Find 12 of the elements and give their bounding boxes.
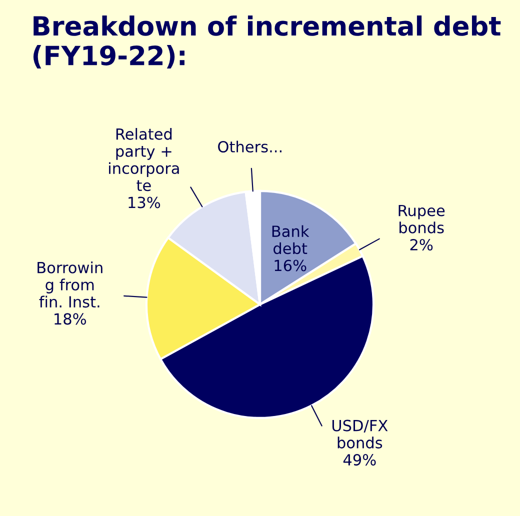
- slice-label: USD/FX bonds: [332, 420, 388, 448]
- slice-label: Bank debt: [272, 225, 310, 254]
- slice-label: Related party + incorpora te: [109, 128, 179, 192]
- data-label: 18%: [54, 313, 86, 325]
- data-label: 2%: [410, 238, 433, 251]
- data-label: 16%: [274, 260, 306, 272]
- slice-label: Borrowin g from fin. Inst.: [38, 262, 102, 308]
- slice-label: Rupee bonds: [398, 204, 445, 234]
- chart-title: Breakdown of incremental debt (FY19-22):: [33, 15, 501, 69]
- data-label: 49%: [343, 454, 376, 466]
- slice-label: Others...: [218, 140, 282, 153]
- data-label: 13%: [128, 196, 160, 208]
